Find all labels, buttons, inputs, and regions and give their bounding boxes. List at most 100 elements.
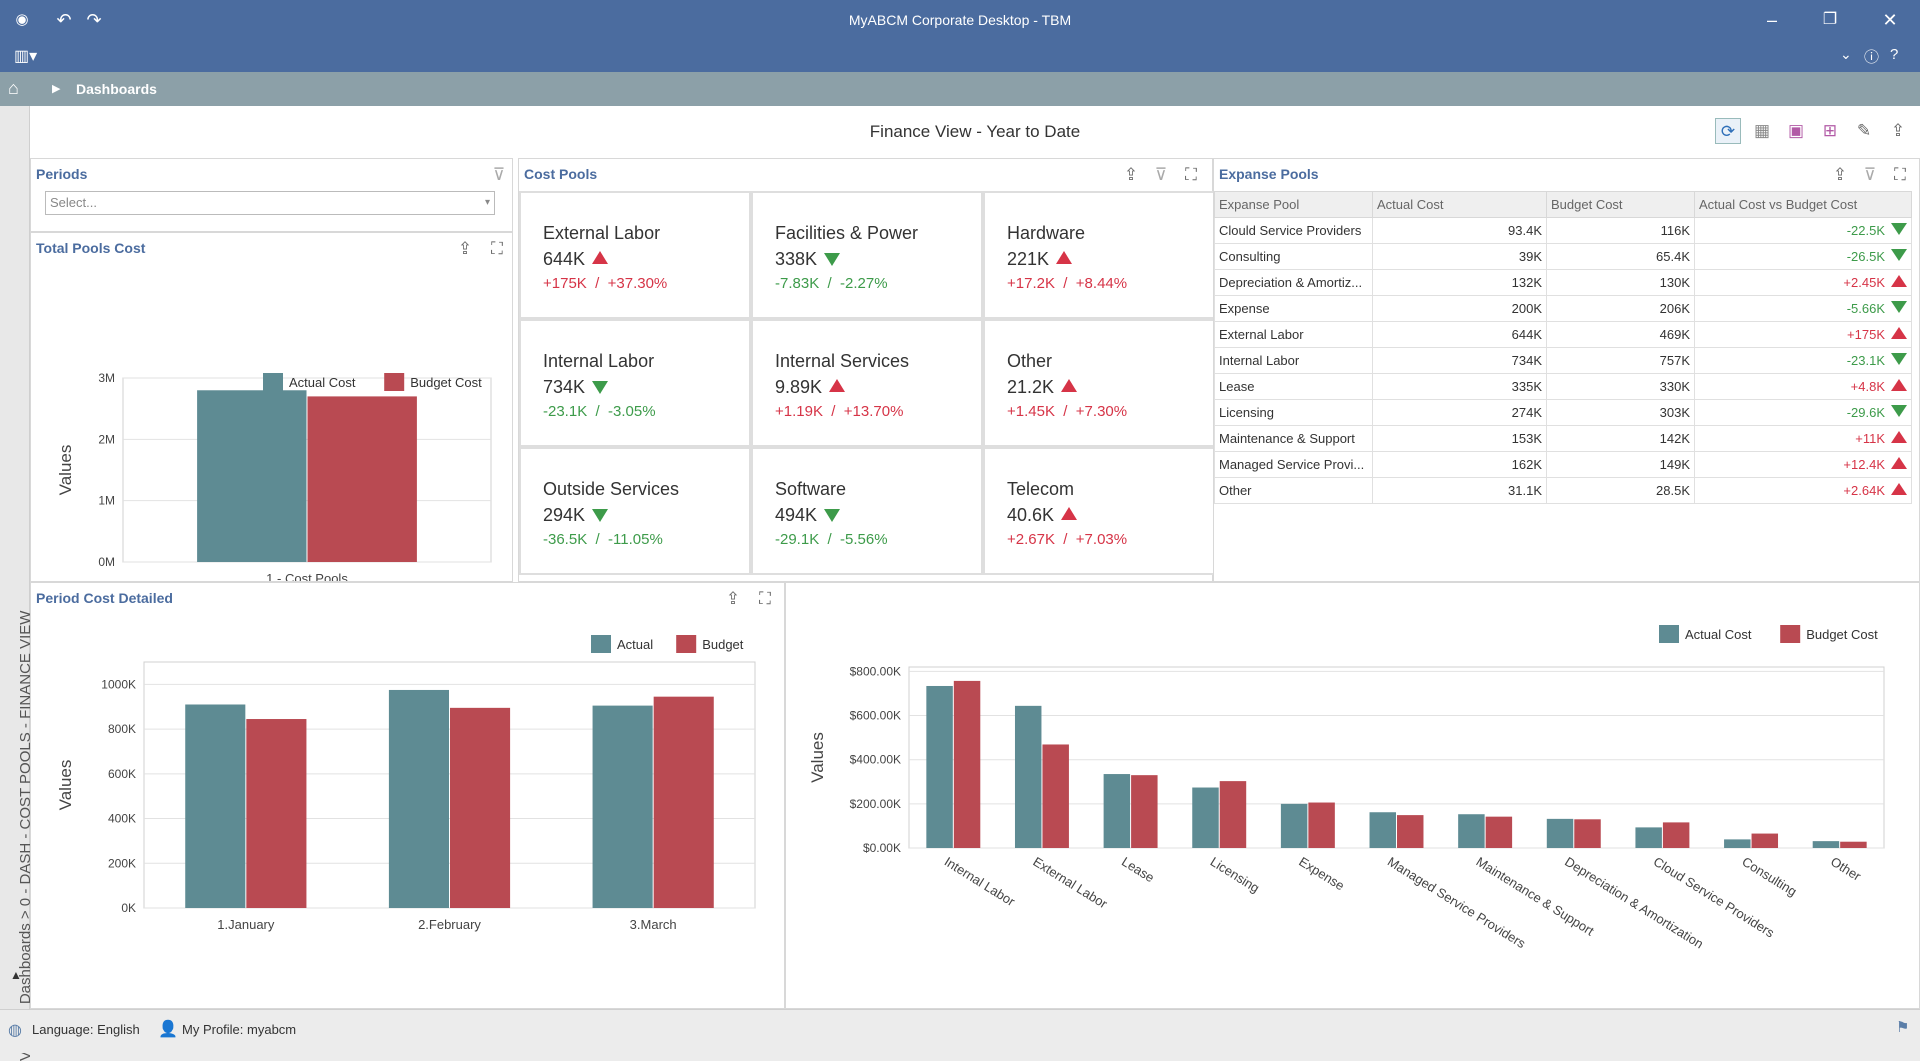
app-logo-icon: ◉ — [15, 11, 29, 28]
budget-cell: 303K — [1546, 399, 1695, 426]
cost-pool-tile[interactable]: Internal Services 9.89K +1.19K / +13.70% — [751, 319, 983, 447]
diff-cell: -5.66K — [1694, 295, 1912, 322]
bar-budget — [1485, 816, 1513, 848]
bar-actual — [1192, 787, 1219, 848]
table-row[interactable]: Internal Labor 734K 757K -23.1K — [1214, 347, 1912, 374]
table-row[interactable]: Expense 200K 206K -5.66K — [1214, 295, 1912, 322]
tile-value: 494K — [775, 505, 841, 526]
bar-actual — [1103, 774, 1131, 848]
restore-icon[interactable]: ❐ — [1822, 11, 1838, 28]
expanse-pools-table: Expanse Pool Actual Cost Budget Cost Act… — [1214, 191, 1912, 504]
maximize-icon[interactable]: ⛶ — [759, 589, 771, 608]
table-row[interactable]: Depreciation & Amortiz... 132K 130K +2.45K — [1214, 269, 1912, 296]
diff-value: +11K — [1855, 431, 1885, 446]
views-side-strip[interactable]: Views > Dashboards > 0 - DASH - COST POO… — [0, 106, 34, 1061]
save-icon[interactable]: ▣ — [1787, 121, 1805, 140]
tile-value: 9.89K — [775, 377, 846, 398]
expand-arrow-icon[interactable]: ▶ — [52, 83, 61, 95]
collapse-side-icon[interactable]: ▲ — [10, 968, 22, 982]
minimize-icon[interactable]: – — [1766, 10, 1777, 30]
cost-pool-tile[interactable]: Internal Labor 734K -23.1K / -3.05% — [519, 319, 751, 447]
tile-value-text: 221K — [1007, 249, 1050, 269]
clear-filter-icon[interactable]: ⊽ — [492, 165, 506, 184]
table-row[interactable]: Other 31.1K 28.5K +2.64K — [1214, 477, 1912, 504]
grid-icon[interactable]: ▦ — [1753, 121, 1771, 140]
diff-value: +175K — [1847, 327, 1885, 342]
info-icon[interactable]: ⓘ — [1864, 49, 1880, 66]
actual-cell: 335K — [1372, 373, 1547, 400]
pool-cell: External Labor — [1214, 321, 1373, 348]
table-row[interactable]: Consulting 39K 65.4K -26.5K — [1214, 243, 1912, 270]
cost-pool-tile[interactable]: Software 494K -29.1K / -5.56% — [751, 447, 983, 575]
table-row[interactable]: Maintenance & Support 153K 142K +11K — [1214, 425, 1912, 452]
column-header[interactable]: Actual Cost — [1372, 191, 1547, 218]
table-row[interactable]: Clould Service Providers 93.4K 116K -22.5K — [1214, 217, 1912, 244]
undo-icon[interactable]: ↶ — [56, 10, 72, 30]
tile-value-text: 40.6K — [1007, 505, 1055, 525]
status-bar: ◍ Language: English 👤 My Profile: myabcm… — [0, 1009, 1920, 1053]
clear-filter-icon[interactable]: ⊽ — [1863, 165, 1877, 184]
diff-value: -26.5K — [1846, 249, 1885, 264]
export-icon[interactable]: ⇪ — [1832, 165, 1848, 184]
budget-cell: 469K — [1546, 321, 1695, 348]
bar-actual — [1812, 841, 1840, 848]
edit-icon[interactable]: ✎ — [1856, 121, 1872, 140]
export-icon[interactable]: ⇪ — [1890, 121, 1906, 140]
table-row[interactable]: Licensing 274K 303K -29.6K — [1214, 399, 1912, 426]
diff-cell: -22.5K — [1694, 217, 1912, 244]
trend-down-icon — [1891, 353, 1907, 365]
tile-name: Other — [1007, 351, 1053, 371]
diff-cell: +12.4K — [1694, 451, 1912, 478]
cost-pool-tile[interactable]: Facilities & Power 338K -7.83K / -2.27% — [751, 191, 983, 319]
column-header[interactable]: Actual Cost vs Budget Cost — [1694, 191, 1912, 218]
table-row[interactable]: External Labor 644K 469K +175K — [1214, 321, 1912, 348]
trend-up-icon — [1891, 379, 1907, 391]
tile-value-text: 21.2K — [1007, 377, 1055, 397]
column-header[interactable]: Expanse Pool — [1214, 191, 1373, 218]
table-row[interactable]: Managed Service Provi... 162K 149K +12.4K — [1214, 451, 1912, 478]
redo-icon[interactable]: ↷ — [86, 10, 102, 30]
refresh-icon[interactable]: ⟳ — [1715, 118, 1741, 144]
periods-select[interactable]: Select... ▾ — [45, 191, 495, 215]
cost-pool-tile[interactable]: External Labor 644K +175K / +37.30% — [519, 191, 751, 319]
export-icon[interactable]: ⇪ — [457, 239, 473, 258]
profile-status[interactable]: My Profile: myabcm — [182, 1022, 297, 1037]
diff-value: +4.8K — [1850, 379, 1885, 394]
save-as-icon[interactable]: ⊞ — [1822, 121, 1838, 140]
table-row[interactable]: Lease 335K 330K +4.8K — [1214, 373, 1912, 400]
close-icon[interactable]: ✕ — [1882, 10, 1898, 30]
total-pools-panel: Total Pools Cost ⇪ ⛶ 0M 1M 2M 3M Values 1 - C… — [30, 232, 513, 582]
trend-up-icon — [1891, 483, 1907, 495]
language-status[interactable]: Language: English — [32, 1022, 140, 1037]
cost-pool-tile[interactable]: Hardware 221K +17.2K / +8.44% — [983, 191, 1215, 319]
breadcrumb-dashboards[interactable]: Dashboards — [76, 81, 157, 97]
maximize-icon[interactable]: ⛶ — [1185, 165, 1197, 184]
page-title: Finance View - Year to Date — [869, 122, 1081, 141]
x-tick-label: Licensing — [1208, 854, 1263, 896]
panel-toggle-icon[interactable]: ▥▾ — [14, 48, 38, 65]
page-header: Finance View - Year to Date ⟳ ▦ ▣ ⊞ ✎ ⇪ — [30, 106, 1920, 158]
bar-actual — [1546, 818, 1574, 848]
collapse-ribbon-icon[interactable]: ⌄ — [1840, 46, 1852, 62]
column-header[interactable]: Budget Cost — [1546, 191, 1695, 218]
x-tick-label: Lease — [1119, 854, 1157, 885]
maximize-icon[interactable]: ⛶ — [1894, 165, 1906, 184]
export-icon[interactable]: ⇪ — [1123, 165, 1139, 184]
y-tick-label: $200.00K — [850, 797, 901, 811]
y-tick-label: 800K — [108, 722, 136, 736]
total-pools-title: Total Pools Cost — [36, 240, 146, 256]
breadcrumb: ⌂ ▶ Dashboards — [0, 72, 1920, 106]
home-icon[interactable]: ⌂ — [8, 78, 19, 98]
cost-pool-tile[interactable]: Outside Services 294K -36.5K / -11.05% — [519, 447, 751, 575]
diff-value: +2.64K — [1843, 483, 1885, 498]
clear-filter-icon[interactable]: ⊽ — [1154, 165, 1168, 184]
cost-pool-tile[interactable]: Telecom 40.6K +2.67K / +7.03% — [983, 447, 1215, 575]
maximize-icon[interactable]: ⛶ — [491, 239, 503, 258]
periods-panel: Periods ⊽ Select... ▾ — [30, 158, 513, 232]
flag-icon[interactable]: ⚑ — [1896, 1019, 1910, 1036]
export-icon[interactable]: ⇪ — [725, 589, 741, 608]
help-icon[interactable]: ? — [1890, 46, 1899, 63]
cost-pools-panel: Cost Pools ⇪ ⊽ ⛶ External Labor 644K +175K… — [518, 158, 1215, 582]
bar-budget — [1662, 822, 1690, 848]
cost-pool-tile[interactable]: Other 21.2K +1.45K / +7.30% — [983, 319, 1215, 447]
